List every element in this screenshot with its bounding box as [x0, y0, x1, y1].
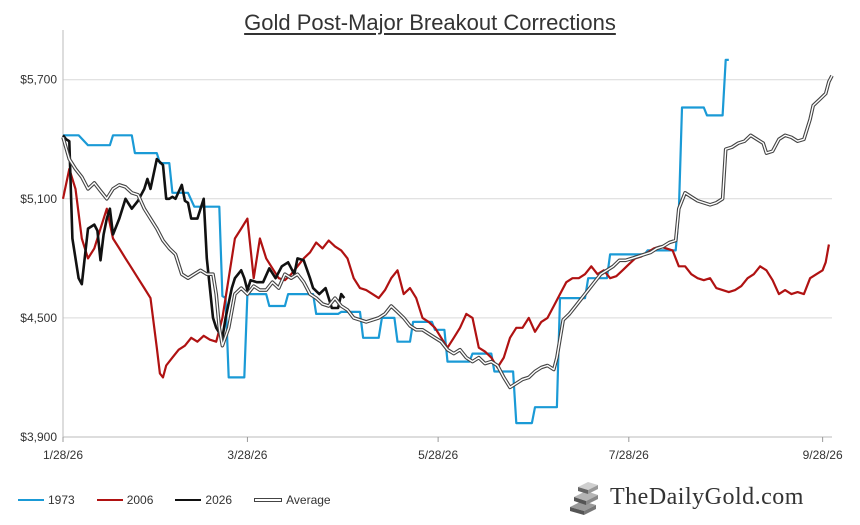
legend-swatch — [18, 499, 44, 501]
series-line — [61, 134, 346, 340]
legend-swatch — [96, 499, 123, 501]
legend-item-2006: 2006 — [96, 493, 154, 507]
series-average — [61, 74, 834, 390]
series-lines — [61, 58, 834, 425]
legend-swatch — [254, 498, 283, 502]
x-tick-label: 5/28/26 — [418, 448, 458, 462]
legend: 1973 2006 2026 Average — [18, 490, 353, 510]
axes — [62, 30, 832, 442]
brand-logo: TheDailyGold.com — [566, 475, 856, 519]
brand-name: TheDailyGold.com — [610, 483, 804, 510]
legend-label: 1973 — [48, 493, 75, 507]
legend-item-1973: 1973 — [18, 493, 75, 507]
series-2026 — [61, 134, 346, 340]
y-tick-label: $4,500 — [20, 311, 57, 325]
x-tick-label: 9/28/26 — [803, 448, 843, 462]
legend-label: Average — [286, 493, 331, 507]
legend-item-average: Average — [254, 493, 331, 507]
y-tick-label: $5,700 — [20, 73, 57, 87]
series-line-inner — [62, 75, 833, 389]
tick-labels: $3,900 $4,500 $5,100 $5,700 1/28/26 3/28/26 5/… — [20, 73, 843, 462]
legend-swatch — [175, 499, 202, 501]
x-tick-label: 1/28/26 — [43, 448, 83, 462]
series-line — [61, 167, 830, 379]
legend-label: 2006 — [126, 493, 154, 507]
x-tick-label: 7/28/26 — [609, 448, 649, 462]
legend-label: 2026 — [205, 493, 233, 507]
chart-title: Gold Post-Major Breakout Corrections — [244, 10, 616, 35]
y-tick-label: $5,100 — [20, 192, 57, 206]
legend-item-2026: 2026 — [175, 493, 232, 507]
series-2006 — [61, 167, 830, 379]
x-tick-label: 3/28/26 — [227, 448, 267, 462]
gold-bars-icon — [570, 482, 598, 515]
y-tick-label: $3,900 — [20, 430, 57, 444]
series-line — [61, 74, 834, 390]
